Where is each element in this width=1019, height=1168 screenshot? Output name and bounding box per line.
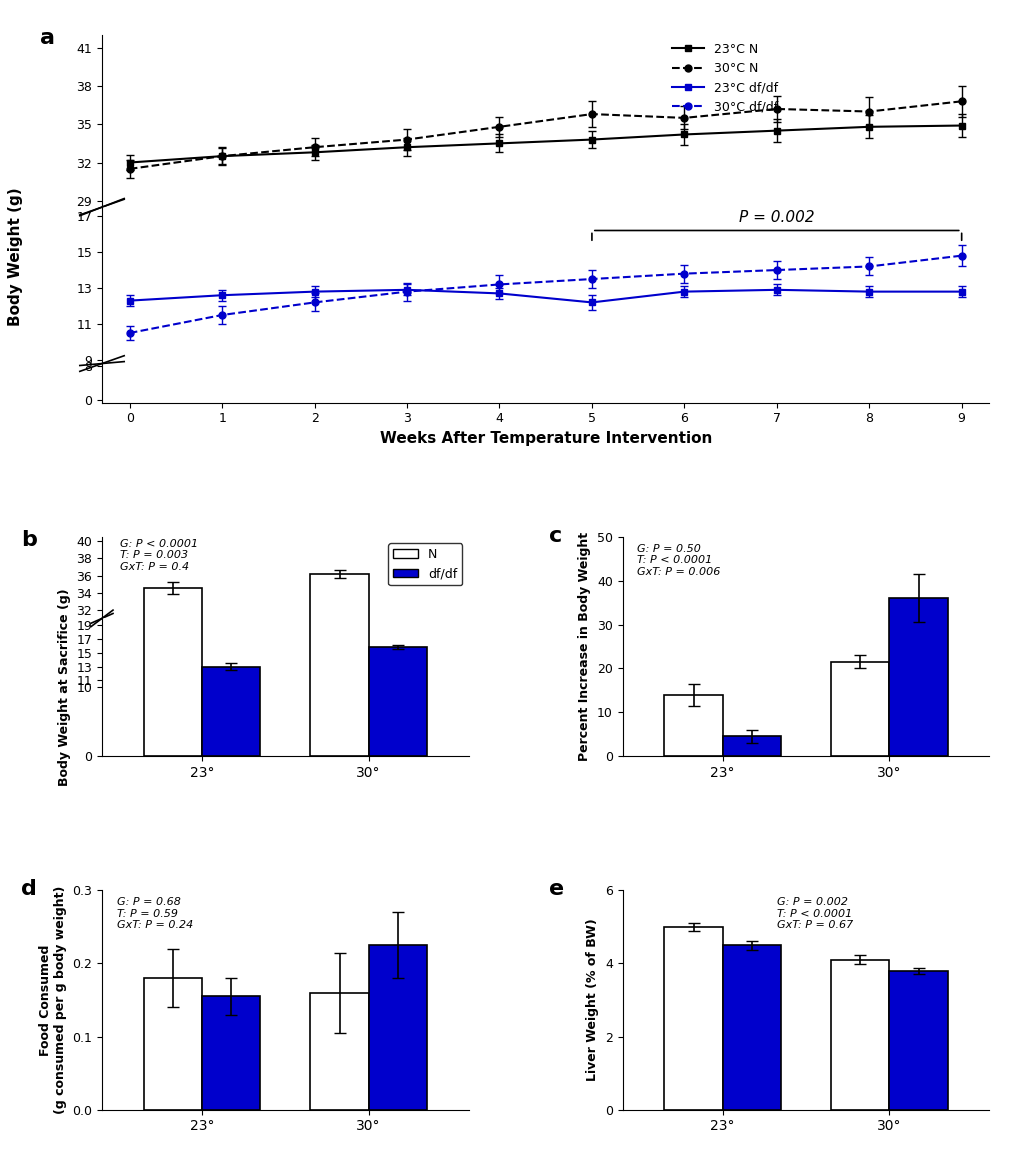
Bar: [663, 695, 722, 756]
Text: Body Weight (g): Body Weight (g): [8, 188, 22, 326]
Legend: 23°C N, 30°C N, 23°C df/df, 30°C df/df: 23°C N, 30°C N, 23°C df/df, 30°C df/df: [666, 37, 782, 119]
Bar: [663, 927, 722, 1110]
X-axis label: Weeks After Temperature Intervention: Weeks After Temperature Intervention: [379, 431, 711, 446]
Bar: [830, 662, 889, 756]
Bar: [202, 772, 260, 884]
Bar: [144, 519, 202, 756]
Y-axis label: Food Consumed
(g consumed per g body weight): Food Consumed (g consumed per g body wei…: [39, 885, 66, 1114]
Bar: [889, 598, 947, 756]
Bar: [722, 945, 781, 1110]
Bar: [144, 978, 202, 1110]
Text: d: d: [21, 880, 37, 899]
Text: P = 0.002: P = 0.002: [738, 210, 814, 225]
Text: c: c: [549, 526, 562, 545]
Text: G: P < 0.0001
T: P = 0.003
GxT: P = 0.4: G: P < 0.0001 T: P = 0.003 GxT: P = 0.4: [120, 538, 199, 572]
Bar: [889, 971, 947, 1110]
Y-axis label: Percent Increase in Body Weight: Percent Increase in Body Weight: [578, 531, 591, 762]
Bar: [368, 647, 427, 756]
Text: a: a: [40, 28, 55, 48]
Y-axis label: Liver Weight (% of BW): Liver Weight (% of BW): [586, 919, 599, 1082]
Legend: N, df/df: N, df/df: [388, 543, 462, 585]
Bar: [202, 996, 260, 1110]
Bar: [830, 960, 889, 1110]
Text: b: b: [21, 530, 37, 550]
Bar: [144, 589, 202, 884]
Text: e: e: [549, 880, 564, 899]
Bar: [310, 507, 368, 756]
Bar: [202, 667, 260, 756]
Bar: [722, 736, 781, 756]
Bar: [310, 573, 368, 884]
Bar: [368, 945, 427, 1110]
Text: G: P = 0.50
T: P < 0.0001
GxT: P = 0.006: G: P = 0.50 T: P < 0.0001 GxT: P = 0.006: [637, 543, 720, 577]
Text: G: P = 0.002
T: P < 0.0001
GxT: P = 0.67: G: P = 0.002 T: P < 0.0001 GxT: P = 0.67: [775, 897, 852, 930]
Bar: [368, 749, 427, 884]
Text: G: P = 0.68
T: P = 0.59
GxT: P = 0.24: G: P = 0.68 T: P = 0.59 GxT: P = 0.24: [116, 897, 193, 930]
Y-axis label: Body Weight at Sacrifice (g): Body Weight at Sacrifice (g): [58, 589, 70, 786]
Bar: [310, 993, 368, 1110]
